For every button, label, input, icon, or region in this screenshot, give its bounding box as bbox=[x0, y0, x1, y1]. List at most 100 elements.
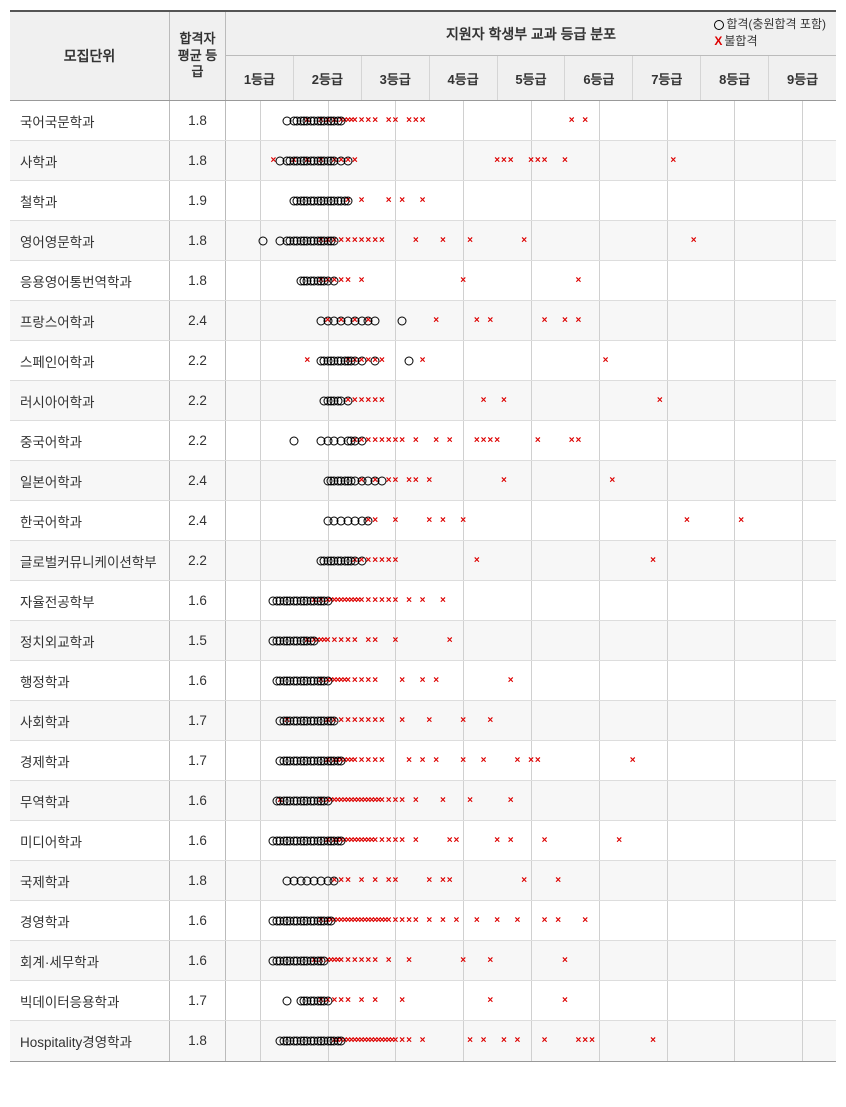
pass-point bbox=[364, 516, 373, 525]
grade-header-cell: 5등급 bbox=[498, 56, 566, 100]
fail-point bbox=[519, 236, 529, 246]
plot-area bbox=[226, 861, 836, 900]
legend-pass: 합격(충원합격 포함) bbox=[714, 16, 826, 33]
plot-area bbox=[226, 301, 836, 340]
fail-point bbox=[472, 316, 482, 326]
gridline bbox=[667, 341, 668, 380]
gridline bbox=[667, 821, 668, 860]
avg-cell: 1.8 bbox=[170, 861, 226, 900]
gridline bbox=[734, 341, 735, 380]
fail-point bbox=[506, 156, 516, 166]
fail-point bbox=[492, 916, 502, 926]
gridline bbox=[260, 821, 261, 860]
fail-point bbox=[397, 676, 407, 686]
avg-cell: 1.6 bbox=[170, 821, 226, 860]
plot-area bbox=[226, 381, 836, 420]
grade-header-cell: 3등급 bbox=[362, 56, 430, 100]
fail-point bbox=[689, 236, 699, 246]
avg-cell: 1.9 bbox=[170, 181, 226, 220]
fail-point bbox=[418, 356, 428, 366]
plot-area bbox=[226, 141, 836, 180]
pass-point bbox=[330, 236, 339, 245]
gridline bbox=[260, 981, 261, 1020]
table-row: 영어영문학과1.8 bbox=[10, 221, 836, 261]
table-row: 회계·세무학과1.6 bbox=[10, 941, 836, 981]
gridline bbox=[802, 461, 803, 500]
gridline bbox=[599, 741, 600, 780]
gridline bbox=[599, 981, 600, 1020]
gridline bbox=[599, 581, 600, 620]
fail-point bbox=[377, 396, 387, 406]
fail-point bbox=[404, 596, 414, 606]
gridline bbox=[463, 581, 464, 620]
pass-point bbox=[323, 676, 332, 685]
gridline bbox=[531, 661, 532, 700]
grade-header-row: 1등급2등급3등급4등급5등급6등급7등급8등급9등급 bbox=[226, 56, 836, 100]
fail-point bbox=[397, 196, 407, 206]
avg-cell: 1.7 bbox=[170, 701, 226, 740]
fail-point bbox=[357, 876, 367, 886]
gridline bbox=[395, 141, 396, 180]
row-chart bbox=[226, 541, 836, 580]
dept-cell: 국어국문학과 bbox=[10, 101, 170, 140]
fail-point bbox=[499, 1036, 509, 1046]
gridline bbox=[599, 141, 600, 180]
dept-cell: Hospitality경영학과 bbox=[10, 1021, 170, 1061]
gridline bbox=[734, 661, 735, 700]
gridline bbox=[260, 501, 261, 540]
gridline bbox=[260, 661, 261, 700]
gridline bbox=[260, 341, 261, 380]
gridline bbox=[667, 501, 668, 540]
gridline bbox=[734, 741, 735, 780]
fail-point bbox=[458, 956, 468, 966]
row-chart bbox=[226, 741, 836, 780]
fail-point bbox=[512, 1036, 522, 1046]
gridline bbox=[734, 621, 735, 660]
plot-area bbox=[226, 981, 836, 1020]
dept-cell: 철학과 bbox=[10, 181, 170, 220]
gridline bbox=[734, 101, 735, 140]
gridline bbox=[463, 621, 464, 660]
dept-cell: 스페인어학과 bbox=[10, 341, 170, 380]
grade-header-cell: 9등급 bbox=[769, 56, 836, 100]
gridline bbox=[463, 181, 464, 220]
gridline bbox=[463, 421, 464, 460]
row-chart bbox=[226, 781, 836, 820]
plot-area bbox=[226, 621, 836, 660]
fail-point bbox=[431, 316, 441, 326]
plot-area bbox=[226, 901, 836, 940]
gridline bbox=[599, 781, 600, 820]
row-chart bbox=[226, 981, 836, 1020]
gridline bbox=[531, 781, 532, 820]
gridline bbox=[260, 1021, 261, 1061]
dept-cell: 경영학과 bbox=[10, 901, 170, 940]
gridline bbox=[531, 181, 532, 220]
pass-point bbox=[323, 796, 332, 805]
grade-header-cell: 8등급 bbox=[701, 56, 769, 100]
gridline bbox=[802, 181, 803, 220]
gridline bbox=[531, 261, 532, 300]
avg-cell: 1.5 bbox=[170, 621, 226, 660]
fail-point bbox=[343, 996, 353, 1006]
row-chart bbox=[226, 301, 836, 340]
gridline bbox=[802, 981, 803, 1020]
fail-point bbox=[560, 996, 570, 1006]
gridline bbox=[734, 781, 735, 820]
fail-point bbox=[506, 676, 516, 686]
fail-point bbox=[411, 836, 421, 846]
dept-cell: 프랑스어학과 bbox=[10, 301, 170, 340]
fail-point bbox=[465, 236, 475, 246]
avg-cell: 1.8 bbox=[170, 261, 226, 300]
fail-point bbox=[560, 156, 570, 166]
avg-cell: 1.6 bbox=[170, 901, 226, 940]
gridline bbox=[667, 741, 668, 780]
pass-point bbox=[330, 876, 339, 885]
gridline bbox=[667, 541, 668, 580]
gridline bbox=[599, 621, 600, 660]
gridline bbox=[463, 981, 464, 1020]
fail-point bbox=[438, 796, 448, 806]
fail-point bbox=[350, 636, 360, 646]
table-row: 철학과1.9 bbox=[10, 181, 836, 221]
fail-point bbox=[424, 876, 434, 886]
gridline bbox=[802, 741, 803, 780]
